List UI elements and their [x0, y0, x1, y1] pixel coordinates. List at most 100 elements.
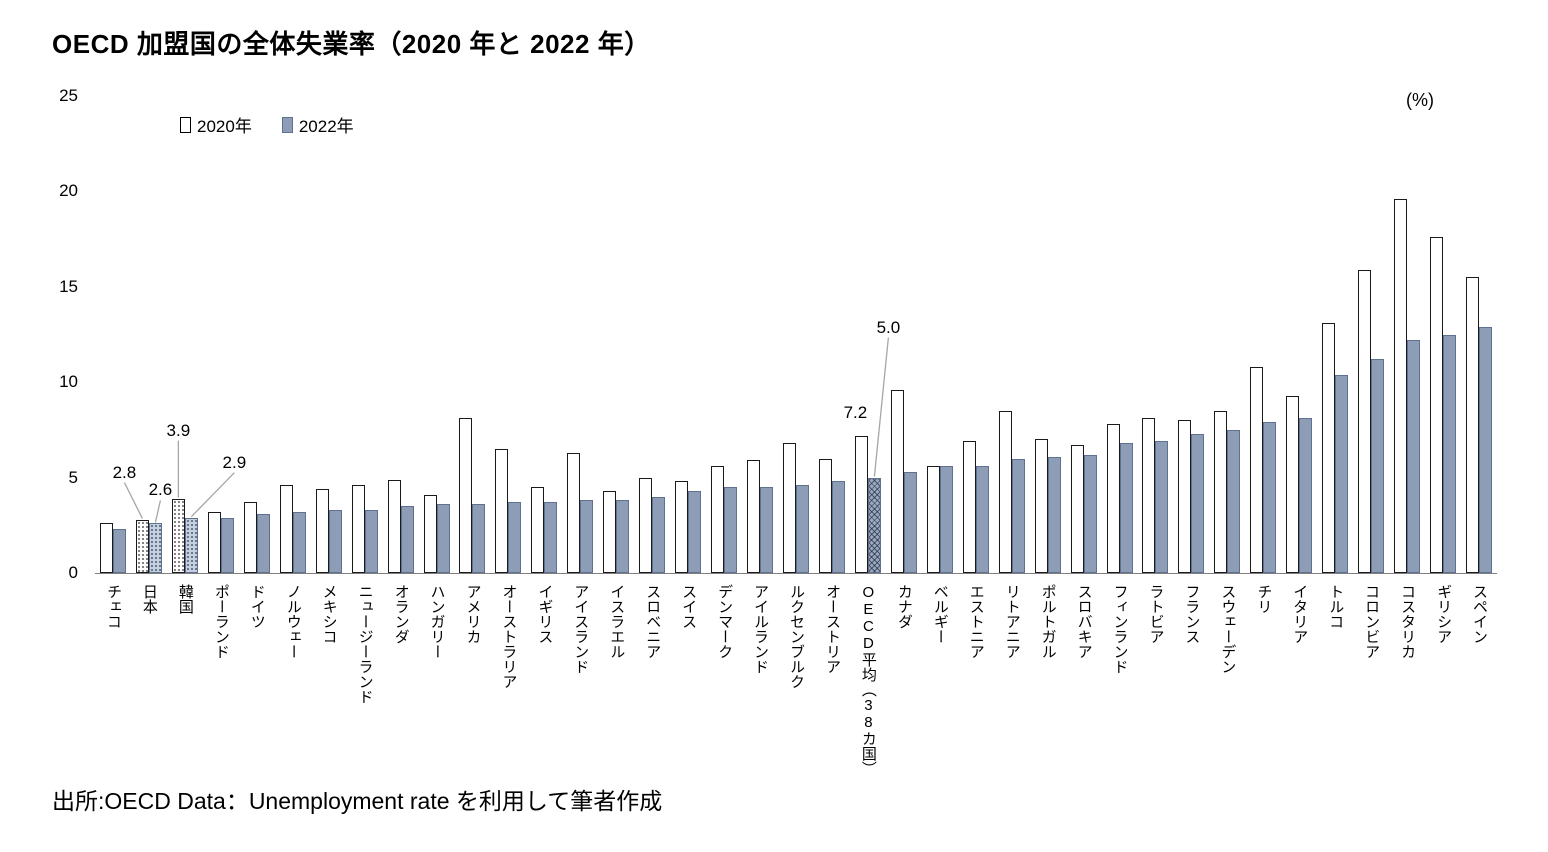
bar-2022年-韓国 — [184, 517, 198, 573]
x-label-エストニア: エストニア — [967, 584, 985, 659]
bar-2020年-ベルギー — [926, 466, 940, 573]
bar-2022年-ノルウェー — [292, 511, 306, 573]
legend-label-2020: 2020年 — [197, 117, 252, 136]
bar-2022年-コロンビア — [1371, 359, 1385, 573]
leader-line-日本-2020年 — [123, 482, 144, 519]
bar-2020年-コスタリカ — [1394, 199, 1408, 573]
bar-2022年-ドイツ — [256, 513, 270, 573]
legend-swatch-2020 — [180, 116, 191, 133]
bar-2022年-スウェーデン — [1227, 429, 1241, 573]
x-label-コロンビア: コロンビア — [1363, 584, 1381, 659]
x-label-カナダ: カナダ — [895, 584, 913, 629]
bar-2022年-アイルランド — [760, 487, 774, 573]
x-label-アメリカ: アメリカ — [464, 584, 482, 644]
bar-2022年-ギリシア — [1443, 334, 1457, 573]
x-label-ノルウェー: ノルウェー — [284, 584, 302, 659]
bar-2020年-ポルトガル — [1034, 439, 1048, 573]
bar-2022年-イタリア — [1299, 418, 1313, 573]
bar-2022年-ポーランド — [220, 517, 234, 573]
x-label-チリ: チリ — [1255, 584, 1273, 614]
bar-2022年-チリ — [1263, 422, 1277, 573]
x-label-ギリシア: ギリシア — [1435, 584, 1453, 644]
x-label-イタリア: イタリア — [1291, 584, 1309, 644]
bar-2020年-ドイツ — [243, 502, 257, 573]
source-note: 出所:OECD Data：Unemployment rate を利用して筆者作成 — [52, 788, 663, 814]
bar-2022年-エストニア — [975, 466, 989, 573]
bar-2020年-イスラエル — [603, 490, 617, 573]
bar-2022年-トルコ — [1335, 374, 1349, 573]
bar-2020年-ラトビア — [1142, 418, 1156, 573]
y-tick-label-15: 15 — [59, 276, 78, 296]
bar-2020年-ニュージーランド — [351, 485, 365, 573]
bar-2022年-スロベニア — [652, 496, 666, 573]
bar-2020年-アイスランド — [567, 452, 581, 573]
bar-2022年-アイスランド — [580, 500, 594, 573]
bar-2020年-アメリカ — [459, 418, 473, 573]
bar-2020年-ポーランド — [207, 511, 221, 573]
bar-2022年-フィンランド — [1119, 443, 1133, 573]
x-label-スペイン: スペイン — [1471, 584, 1489, 644]
bar-2020年-スペイン — [1466, 277, 1480, 573]
x-label-イギリス: イギリス — [536, 584, 554, 644]
x-label-ポーランド: ポーランド — [212, 584, 230, 659]
x-label-スロバキア: スロバキア — [1075, 584, 1093, 659]
annotation-OECD平均（38カ国）-2022年: 5.0 — [876, 317, 901, 337]
x-label-ドイツ: ドイツ — [248, 584, 266, 629]
x-label-ポルトガル: ポルトガル — [1039, 584, 1057, 659]
bar-2020年-スロバキア — [1070, 445, 1084, 573]
bar-2020年-チリ — [1250, 366, 1264, 573]
bar-2020年-ノルウェー — [279, 485, 293, 573]
x-label-コスタリカ: コスタリカ — [1399, 584, 1417, 659]
bar-2020年-チェコ — [99, 523, 113, 573]
leader-line-韓国-2022年 — [190, 472, 235, 518]
annotation-韓国-2020年: 3.9 — [166, 420, 191, 440]
bar-2020年-スイス — [675, 481, 689, 573]
x-label-チェコ: チェコ — [104, 584, 122, 629]
legend: 2020年 2022年 — [180, 112, 354, 137]
x-label-ラトビア: ラトビア — [1147, 584, 1165, 644]
x-label-スロベニア: スロベニア — [644, 584, 662, 659]
annotation-日本-2020年: 2.8 — [112, 462, 137, 482]
bar-2020年-イギリス — [531, 487, 545, 573]
x-label-アイルランド: アイルランド — [752, 584, 770, 674]
x-label-スイス: スイス — [680, 584, 698, 629]
bar-2022年-コスタリカ — [1407, 340, 1421, 573]
x-label-アイスランド: アイスランド — [572, 584, 590, 674]
annotation-韓国-2022年: 2.9 — [222, 452, 247, 472]
y-tick-label-0: 0 — [68, 563, 78, 582]
bar-2020年-トルコ — [1322, 323, 1336, 573]
bar-2020年-イタリア — [1286, 395, 1300, 573]
bar-2020年-OECD平均（38カ国） — [854, 435, 868, 573]
legend-swatch-2022 — [281, 116, 293, 133]
y-tick-label-20: 20 — [59, 181, 78, 201]
bar-2020年-リトアニア — [998, 410, 1012, 573]
bar-2022年-オーストラリア — [508, 502, 522, 573]
x-label-デンマーク: デンマーク — [716, 584, 734, 659]
bar-2020年-メキシコ — [315, 489, 329, 573]
x-label-オーストラリア: オーストラリア — [500, 584, 518, 689]
x-label-スウェーデン: スウェーデン — [1219, 584, 1237, 674]
x-label-ハンガリー: ハンガリー — [428, 584, 446, 659]
y-tick-label-5: 5 — [68, 467, 78, 487]
x-axis-line — [95, 573, 1497, 574]
bar-2022年-ベルギー — [939, 466, 953, 573]
bar-2020年-カナダ — [890, 389, 904, 573]
bar-2020年-エストニア — [962, 441, 976, 573]
x-label-OECD平均（38カ国）: OECD平均（38カ国） — [859, 584, 877, 776]
y-tick-label-25: 25 — [59, 86, 78, 105]
x-label-トルコ: トルコ — [1327, 584, 1345, 629]
bar-2020年-オランダ — [387, 479, 401, 573]
bar-2020年-スウェーデン — [1214, 410, 1228, 573]
bar-2022年-リトアニア — [1011, 458, 1025, 573]
x-label-イスラエル: イスラエル — [608, 584, 626, 659]
bar-2022年-イギリス — [544, 502, 558, 573]
bar-2022年-ラトビア — [1155, 441, 1169, 573]
x-label-ルクセンブルク: ルクセンブルク — [788, 584, 805, 689]
x-label-日本: 日本 — [140, 584, 158, 614]
unit-label: (%) — [1406, 90, 1434, 110]
bar-2020年-日本 — [135, 519, 149, 573]
bar-2022年-スロバキア — [1083, 454, 1097, 573]
x-label-フィンランド: フィンランド — [1111, 584, 1129, 674]
bar-2022年-イスラエル — [616, 500, 630, 573]
x-label-オーストリア: オーストリア — [823, 584, 841, 674]
